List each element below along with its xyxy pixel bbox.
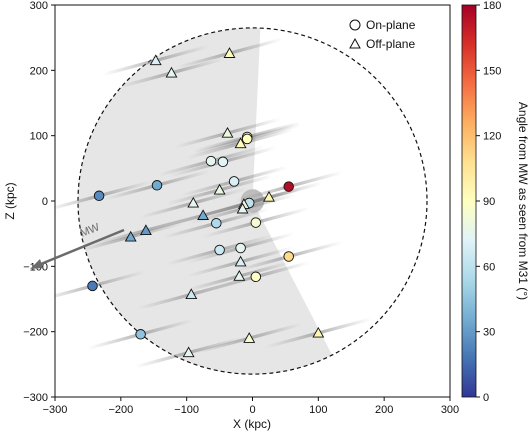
marker-off-plane-7	[197, 209, 210, 220]
x-tick-label: 100	[309, 404, 327, 416]
data-markers	[87, 47, 325, 358]
marker-off-plane-18	[312, 326, 325, 338]
colorbar-ticks: 0 30 60 90 120 150 180	[476, 0, 501, 404]
legend-label-on-plane: On-plane	[366, 18, 416, 32]
y-tick-label: 300	[30, 0, 48, 12]
x-tick-label: −100	[174, 404, 199, 416]
colorbar-tick-label: 60	[483, 261, 495, 273]
y-tick-label: 100	[30, 131, 48, 143]
marker-off-plane-14	[233, 269, 246, 281]
legend: On-plane Off-plane	[349, 18, 416, 51]
marker-on-plane-8	[151, 180, 163, 191]
marker-on-plane-13	[250, 271, 262, 283]
legend-triangle-marker	[349, 37, 361, 49]
colorbar-tick-label: 180	[483, 0, 501, 12]
marker-off-plane-6	[187, 196, 200, 208]
marker-on-plane-10	[214, 244, 225, 256]
marker-on-plane-14	[283, 251, 294, 262]
marker-on-plane-2	[205, 155, 217, 167]
marker-off-plane-16	[182, 346, 195, 358]
colorbar-label: Angle from MW as seen from M31 (°)	[516, 102, 530, 300]
marker-on-plane-16	[135, 329, 146, 340]
colorbar-tick-label: 150	[483, 65, 501, 77]
marker-off-plane-12	[139, 224, 152, 236]
marker-on-plane-9	[211, 217, 222, 229]
marker-off-plane-3	[221, 126, 234, 138]
marker-on-plane-3	[217, 156, 229, 168]
mw-arrow-head	[30, 259, 43, 269]
marker-off-plane-1	[165, 66, 178, 78]
marker-off-plane-0	[149, 54, 162, 66]
colorbar-tick-label: 120	[483, 131, 501, 143]
marker-on-plane-15	[87, 280, 98, 292]
y-axis-title: Z (kpc)	[3, 182, 17, 219]
marker-on-plane-1	[241, 133, 253, 145]
marker-off-plane-10	[263, 190, 275, 202]
legend-label-off-plane: Off-plane	[366, 37, 415, 51]
x-tick-label: 0	[249, 404, 255, 416]
marker-off-plane-17	[243, 332, 256, 343]
marker-on-plane-11	[235, 242, 246, 254]
marker-off-plane-11	[124, 230, 137, 242]
mw-arrow-line	[35, 228, 125, 268]
marker-off-plane-15	[185, 288, 198, 300]
marker-on-plane-12	[250, 217, 262, 228]
x-tick-label: −200	[108, 404, 133, 416]
marker-on-plane-4	[228, 176, 240, 187]
marker-off-plane-9	[236, 202, 249, 214]
y-tick-label: 200	[30, 65, 48, 77]
colorbar	[461, 4, 477, 398]
marker-off-plane-13	[234, 255, 247, 267]
marker-off-plane-5	[213, 183, 226, 195]
y-tick-label: 0	[42, 196, 48, 208]
marker-off-plane-4	[234, 137, 247, 149]
y-tick-label: −300	[23, 392, 48, 404]
marker-on-plane-6	[283, 181, 294, 192]
marker-on-plane-7	[93, 190, 105, 202]
colorbar-tick-label: 90	[483, 196, 495, 208]
x-tick-label: 300	[441, 404, 459, 416]
colorbar-tick-label: 30	[483, 327, 495, 339]
colorbar-tick-label: 0	[483, 392, 489, 404]
boundary-circle	[77, 27, 428, 375]
x-axis-title: X (kpc)	[233, 417, 271, 431]
x-axis-ticks: −300 −200 −100 0 100 200 300	[43, 397, 459, 416]
x-tick-label: −300	[43, 404, 68, 416]
x-tick-label: 200	[375, 404, 393, 416]
marker-off-plane-2	[223, 47, 236, 58]
legend-circle-marker	[349, 19, 361, 31]
y-tick-label: −200	[23, 327, 48, 339]
